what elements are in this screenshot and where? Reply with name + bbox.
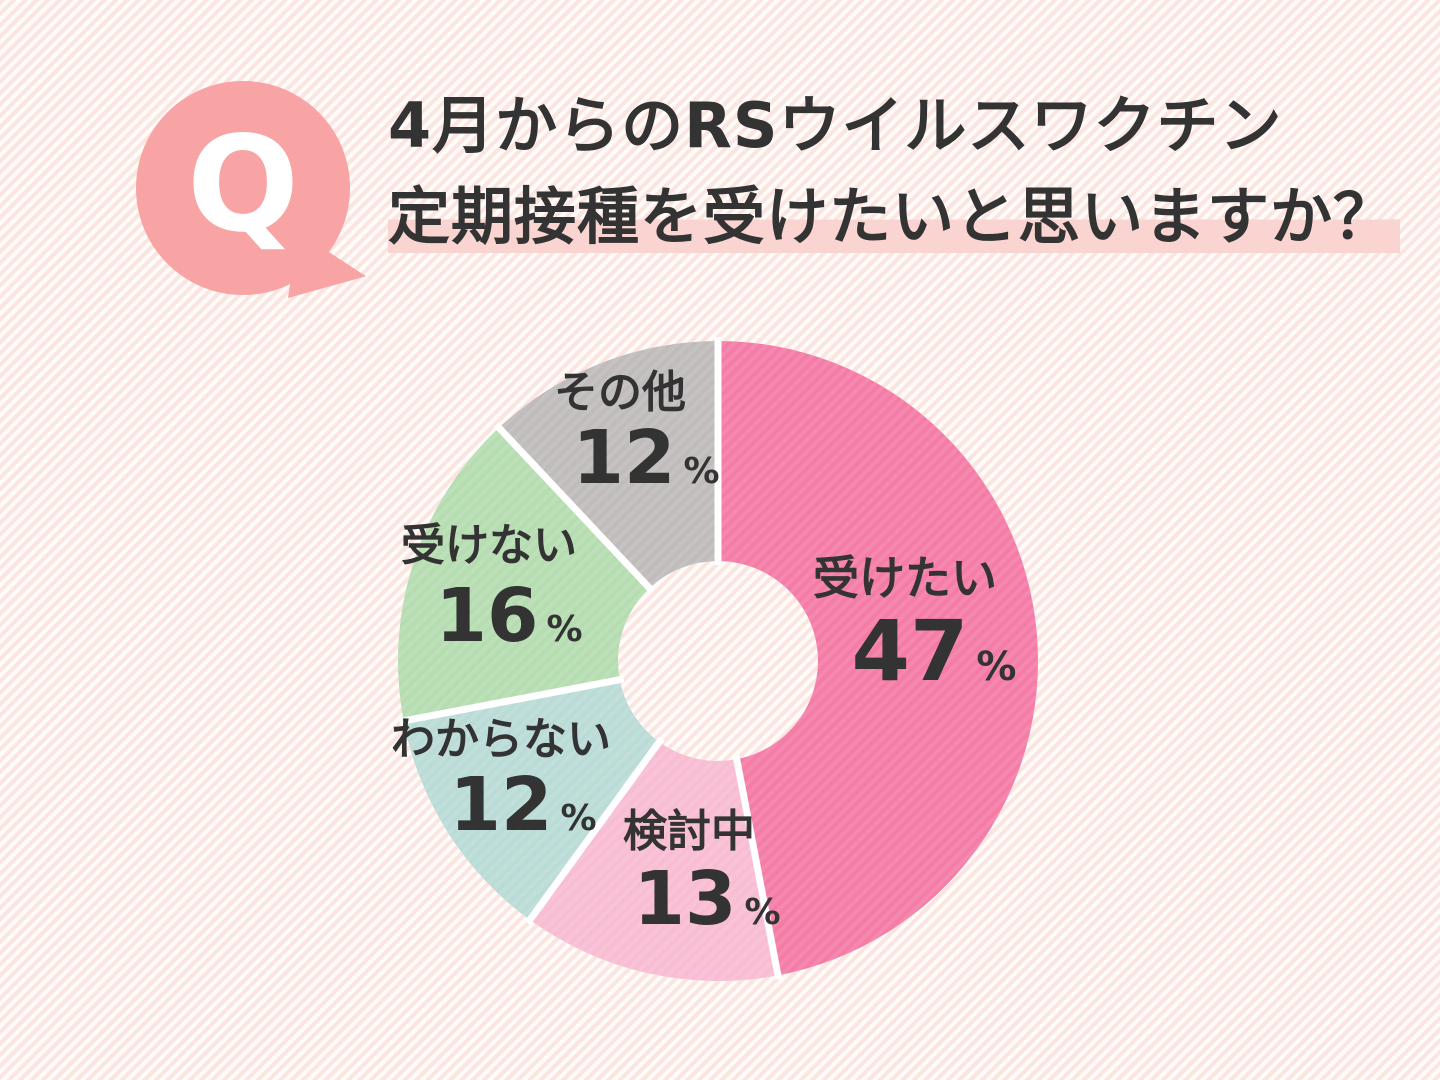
slice-percent-number-0: 47	[851, 602, 969, 700]
speech-bubble-circle	[136, 81, 350, 295]
slice-percent-sign-3: %	[546, 609, 583, 650]
slice-label-3: 受けない	[401, 520, 577, 571]
slice-divider-2	[524, 736, 665, 926]
slice-percent-sign-0: %	[976, 644, 1017, 690]
slice-value-0: 47%	[852, 609, 1017, 693]
slice-percent-number-3: 16	[435, 573, 539, 659]
slice-percent-number-1: 13	[633, 856, 737, 942]
slice-value-1: 13%	[633, 862, 780, 936]
slice-divider-3	[399, 675, 625, 726]
slice-label-0: 受けたい	[813, 551, 997, 605]
title-line-2: 定期接種を受けたいと思いますか？	[388, 171, 1401, 262]
slice-percent-sign-1: %	[744, 892, 781, 933]
page-title: 4月からのRSウイルスワクチン 定期接種を受けたいと思いますか？	[388, 80, 1401, 262]
slice-value-2: 12%	[449, 768, 596, 842]
slice-label-1: 検討中	[623, 806, 755, 857]
slice-label-4: その他	[554, 367, 686, 418]
slice-percent-sign-2: %	[560, 798, 597, 839]
slice-value-4: 12%	[572, 421, 719, 495]
slice-percent-sign-4: %	[683, 451, 720, 492]
slice-divider-4	[493, 422, 655, 594]
slice-percent-number-2: 12	[449, 762, 553, 848]
slice-percent-number-4: 12	[572, 415, 676, 501]
slice-value-3: 16%	[435, 579, 582, 653]
title-line-1: 4月からのRSウイルスワクチン	[388, 89, 1283, 162]
question-badge: Q	[186, 108, 300, 262]
slice-divider-1	[732, 754, 783, 980]
slice-label-2: わからない	[391, 714, 611, 765]
title-highlight: 定期接種を受けたいと思いますか？	[388, 180, 1401, 254]
